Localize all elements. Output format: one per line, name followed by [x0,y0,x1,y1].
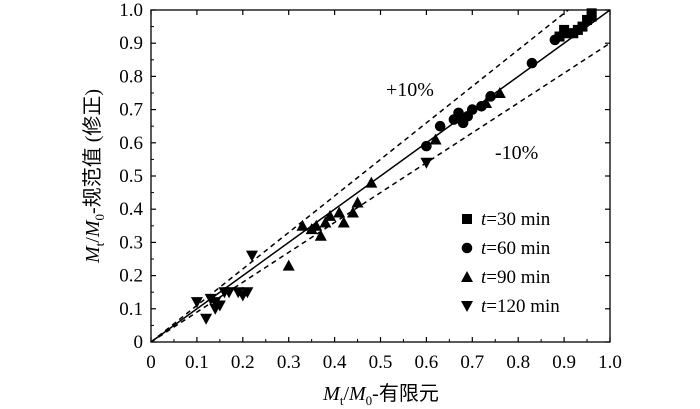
data-point-triangle-up [282,259,295,271]
data-point-triangle-up [296,219,309,231]
data-point-triangle-down [200,313,213,325]
data-point-circle [434,120,446,132]
x-tick-label: 0 [146,352,156,373]
data-point-triangle-down [223,287,236,299]
data-point-circle [453,107,464,119]
y-tick-label: 0.4 [119,199,143,220]
data-point-triangle-up [351,196,364,208]
data-point-square [577,21,588,32]
legend-entry: t=90 min [481,267,551,288]
axis-ticks [150,9,611,343]
y-tick-label: 0.7 [119,100,143,121]
data-point-circle [485,91,496,102]
ten-percent-line [150,9,569,343]
x-tick-labels: 0 0.1 0.2 0.3 0.4 0.5 0.6 0.7 0.8 0.9 1.0 [146,352,622,373]
data-point-triangle-up [337,216,350,228]
x-tick-label: 0.7 [460,352,484,373]
data-point-triangle-up [319,216,332,228]
legend-marker-circle [461,242,473,254]
data-point-triangle-up [480,96,493,108]
legend-entry: t=30 min [481,209,551,230]
data-point-triangle-up [493,87,506,98]
data-point-circle [467,104,478,115]
x-axis-label: Mt/M0-有限元 [322,382,439,408]
y-tick-label: 0.5 [119,166,143,187]
data-point-triangle-up [429,133,442,145]
data-point-triangle-up [333,206,346,218]
y-tick-label: 0 [134,332,144,353]
x-tick-label: 0.4 [323,352,347,373]
data-point-triangle-up [324,209,337,221]
data-point-square [554,31,565,42]
legend-marker-square [462,214,472,224]
data-point-triangle-up [310,219,323,231]
y-tick-label: 0.8 [119,66,143,87]
data-point-triangle-up [365,176,378,188]
minus-ten-percent-label: -10% [495,142,538,164]
y-tick-label: 1.0 [119,0,143,21]
data-point-triangle-down [213,300,226,312]
data-point-triangle-down [190,297,203,309]
one-to-one-line [150,9,611,343]
x-tick-label: 0.1 [185,352,209,373]
x-tick-label: 0.3 [277,352,301,373]
x-tick-label: 1.0 [598,352,622,373]
data-point-square [586,8,597,19]
legend-marker-triangle-up [461,271,473,282]
y-tick-label: 0.1 [119,299,143,320]
y-axis-label: Mt/M0-规范值 (修正) [81,89,107,264]
data-point-triangle-down [245,250,258,262]
y-tick-labels: 0 0.1 0.2 0.3 0.4 0.5 0.6 0.7 0.8 0.9 1.0 [119,0,143,353]
x-tick-label: 0.5 [369,352,393,373]
data-point-triangle-down [420,157,433,169]
y-tick-label: 0.6 [119,133,143,154]
reference-lines [150,9,611,343]
legend-entry: t=120 min [481,296,560,317]
data-point-circle [526,57,538,69]
y-tick-label: 0.3 [119,232,143,253]
data-point-triangle-up [314,229,327,241]
data-point-circle [421,140,432,152]
data-points [190,8,597,325]
data-point-circle [549,34,561,46]
x-tick-label: 0.9 [552,352,576,373]
x-tick-label: 0.8 [506,352,530,373]
y-tick-label: 0.9 [119,33,143,54]
x-tick-label: 0.2 [231,352,255,373]
x-tick-label: 0.6 [415,352,439,373]
data-point-triangle-down [241,287,254,299]
y-tick-label: 0.2 [119,266,143,287]
data-point-triangle-up [346,206,359,218]
legend-entry: t=60 min [481,238,551,259]
legend-marker-triangle-down [461,301,473,312]
legend: t=30 min t=60 min t=90 min t=120 min [461,209,560,317]
plus-ten-percent-label: +10% [386,79,434,101]
